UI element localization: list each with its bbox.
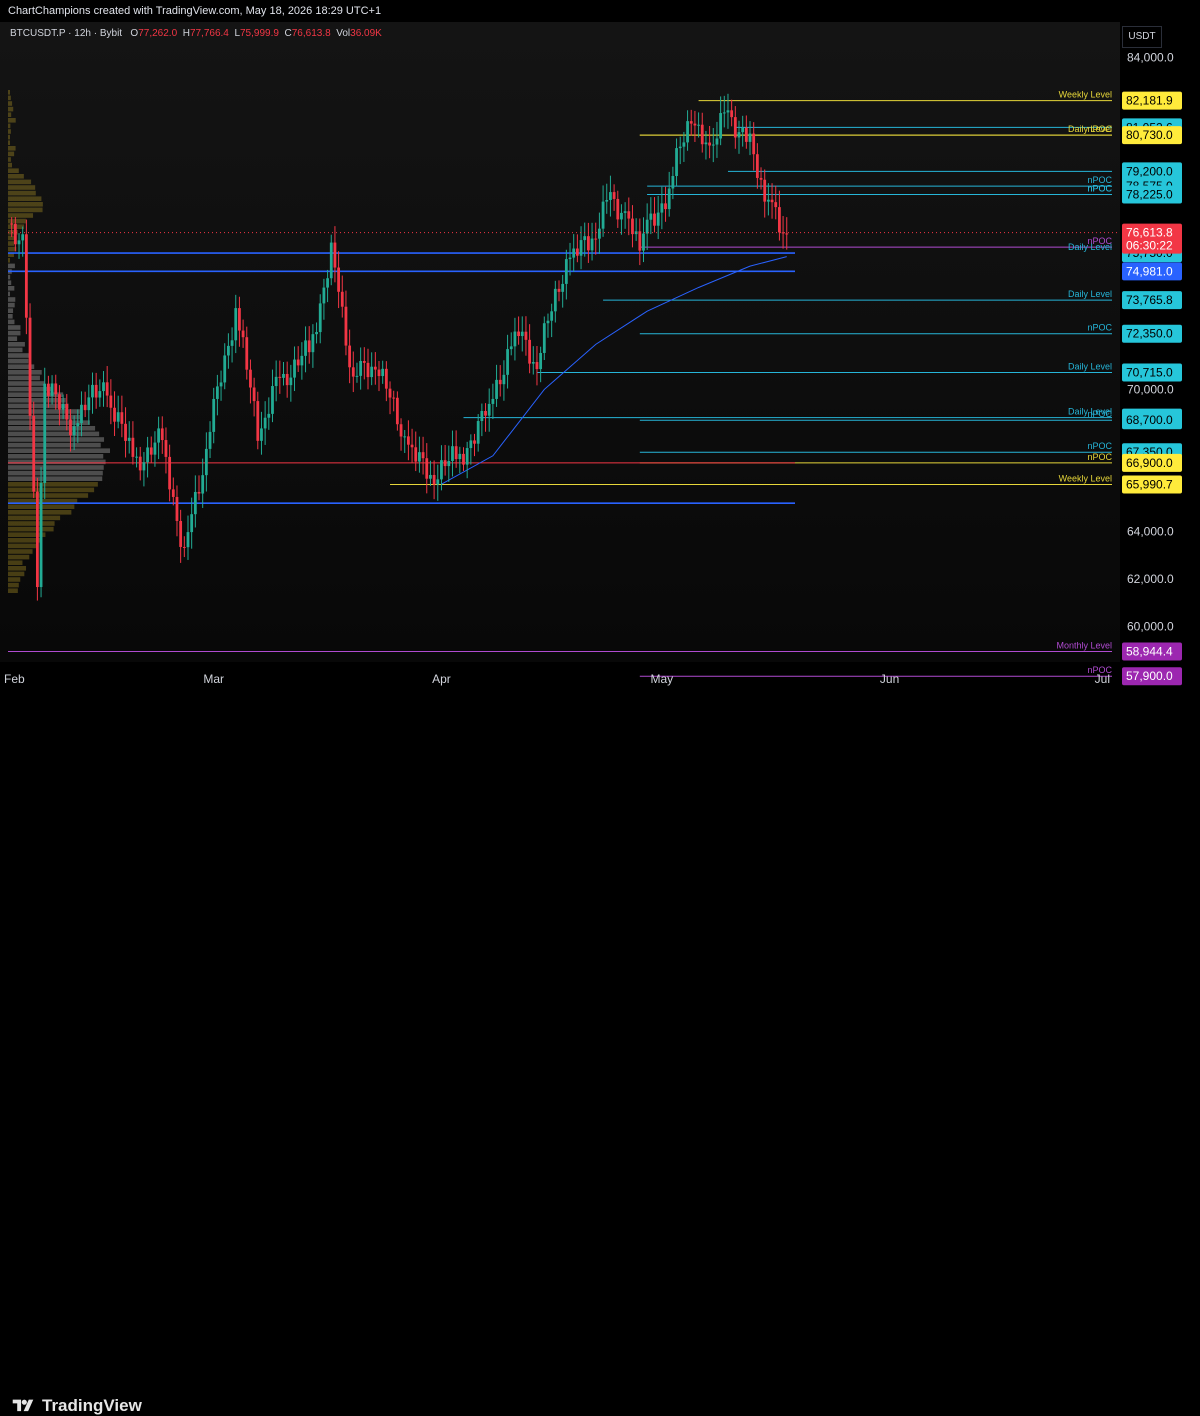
time-axis[interactable] (0, 662, 1120, 690)
tradingview-logo[interactable]: TradingView (10, 1396, 142, 1416)
tradingview-brand: TradingView (42, 1396, 142, 1416)
legend-close-value: 76,613.8 (292, 28, 331, 39)
legend-low-value: 75,999.9 (240, 28, 279, 39)
currency-unit-button[interactable]: USDT (1122, 26, 1162, 48)
footer: TradingView (0, 690, 1200, 743)
price-axis[interactable] (1120, 22, 1200, 690)
symbol-legend: BTCUSDT.P · 12h · Bybit O77,262.0 H77,76… (10, 28, 382, 39)
legend-close-label: C (285, 28, 292, 39)
legend-volume-value: 36.09K (350, 28, 382, 39)
chart-credit: ChartChampions created with TradingView.… (8, 5, 381, 17)
tradingview-mark-icon (10, 1397, 36, 1415)
legend-volume-label: Vol (336, 28, 350, 39)
top-bar: ChartChampions created with TradingView.… (0, 0, 1200, 22)
legend-high-value: 77,766.4 (190, 28, 229, 39)
legend-symbol[interactable]: BTCUSDT.P · 12h · Bybit (10, 28, 122, 39)
legend-open-value: 77,262.0 (138, 28, 177, 39)
legend-high-label: H (183, 28, 190, 39)
chart-pane[interactable] (0, 22, 1120, 662)
